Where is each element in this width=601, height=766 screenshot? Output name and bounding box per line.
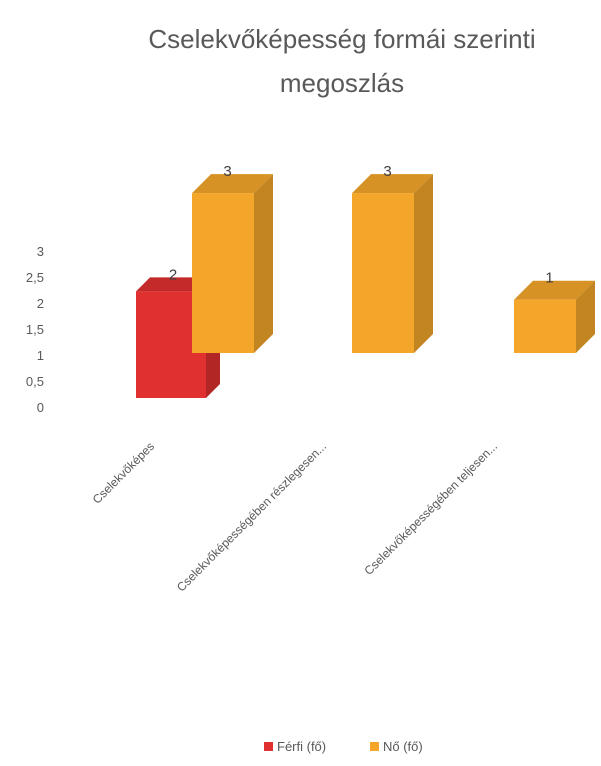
y-axis: 0 0,5 1 1,5 2 2,5 3 <box>26 244 44 415</box>
bars <box>136 174 595 398</box>
bar-front <box>514 299 576 353</box>
bar <box>514 280 595 353</box>
y-tick-label: 2 <box>37 296 44 311</box>
chart-title-line-2: megoszlás <box>280 68 404 98</box>
bar-top <box>352 174 433 194</box>
category-labels: Cselekvőképes Cselekvőképességében részle… <box>90 439 500 594</box>
data-label: 3 <box>223 163 231 180</box>
bar-front <box>192 193 254 353</box>
y-tick-label: 2,5 <box>26 270 44 285</box>
data-label: 3 <box>383 163 391 180</box>
category-label: Cselekvőképességében részlegesen... <box>174 439 329 594</box>
bar-side <box>254 174 273 353</box>
y-tick-label: 0,5 <box>26 374 44 389</box>
bar-side <box>414 174 433 353</box>
y-tick-label: 1,5 <box>26 322 44 337</box>
legend-label-no: Nő (fő) <box>383 739 423 754</box>
legend: Férfi (fő) Nő (fő) <box>264 739 423 754</box>
category-label: Cselekvőképes <box>90 439 157 506</box>
y-tick-label: 3 <box>37 244 44 259</box>
legend-swatch-ferfi <box>264 742 273 751</box>
bar-front <box>352 193 414 353</box>
bar-side <box>576 280 595 353</box>
bar-top <box>514 280 595 300</box>
y-tick-label: 0 <box>37 400 44 415</box>
data-labels: 2 3 3 1 <box>169 163 554 287</box>
bar <box>192 174 273 353</box>
data-label: 2 <box>169 266 177 283</box>
y-tick-label: 1 <box>37 348 44 363</box>
bar-top <box>192 174 273 194</box>
category-label: Cselekvőképességében teljesen... <box>361 439 500 578</box>
data-label: 1 <box>545 270 553 287</box>
bar <box>352 174 433 353</box>
legend-label-ferfi: Férfi (fő) <box>277 739 326 754</box>
chart-title-line-1: Cselekvőképesség formái szerinti <box>148 24 535 54</box>
legend-swatch-no <box>370 742 379 751</box>
